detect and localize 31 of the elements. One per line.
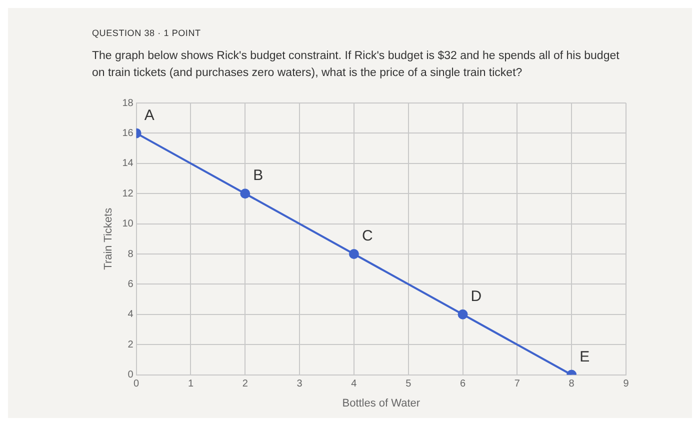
- point: [348, 249, 359, 259]
- x-tick-label: 9: [623, 378, 630, 390]
- x-tick-label: 1: [188, 378, 194, 390]
- annotation: E: [580, 348, 590, 366]
- x-tick-label: 7: [514, 378, 520, 390]
- y-tick-label: 4: [128, 309, 134, 320]
- annotation: C: [362, 228, 373, 245]
- point: [240, 188, 250, 199]
- x-tick-label: 8: [568, 378, 575, 390]
- x-axis-title: Bottles of Water: [342, 397, 420, 410]
- x-tick-label: 5: [406, 378, 412, 390]
- y-tick-label: 10: [122, 218, 134, 230]
- y-tick-label: 16: [122, 128, 134, 139]
- y-tick-label: 18: [122, 98, 134, 109]
- y-tick-label: 0: [128, 370, 134, 381]
- y-tick-label: 14: [122, 158, 134, 170]
- y-tick-label: 12: [122, 188, 134, 200]
- annotation: B: [253, 167, 264, 184]
- x-tick-label: 4: [351, 378, 358, 390]
- x-tick-label: 6: [460, 378, 466, 390]
- chart-title: QUESTION 38 · 1 POINT: [92, 28, 201, 38]
- y-tick-label: 6: [128, 278, 134, 290]
- annotation: A: [144, 106, 154, 124]
- annotation: D: [470, 288, 482, 306]
- chart-subtitle: The graph below shows Rick's budget constraint. If Rick's budget is $32 and he spends all of his budget on train tickets (and purchases zero waters), what is the price of a single train ticket?: [92, 49, 620, 81]
- point: [458, 309, 468, 320]
- y-tick-label: 8: [128, 248, 134, 260]
- y-axis-title: Train Tickets: [102, 207, 115, 270]
- x-tick-label: 3: [296, 378, 303, 390]
- y-tick-label: 2: [128, 339, 134, 350]
- x-tick-label: 2: [242, 378, 248, 390]
